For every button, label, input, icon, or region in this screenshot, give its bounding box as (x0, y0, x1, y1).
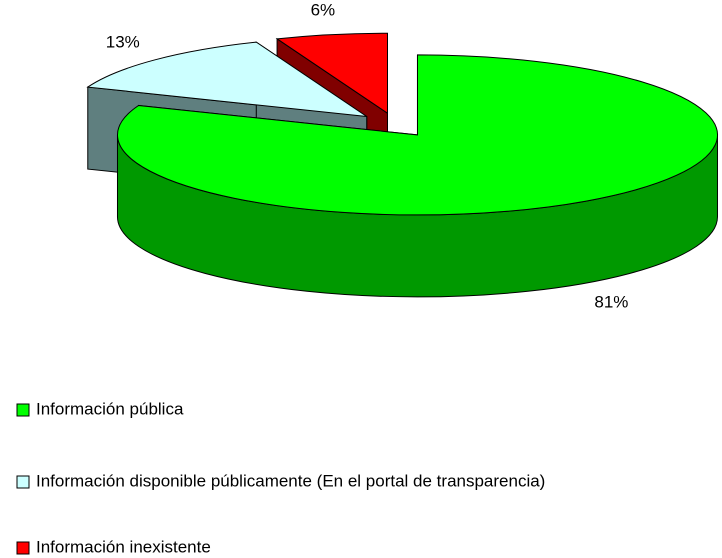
legend-swatch (16, 541, 30, 555)
data-label: 6% (311, 1, 336, 20)
slice (117, 54, 718, 216)
legend-swatch (16, 403, 30, 417)
legend-label: Información disponible públicamente (En … (36, 471, 545, 490)
slice (86, 41, 367, 118)
legend-label: Información inexistente (36, 537, 211, 556)
legend-label: Información pública (36, 399, 184, 418)
data-label: 81% (594, 292, 628, 311)
legend-swatch (16, 475, 30, 489)
slice (275, 32, 388, 115)
data-label: 13% (106, 32, 140, 51)
